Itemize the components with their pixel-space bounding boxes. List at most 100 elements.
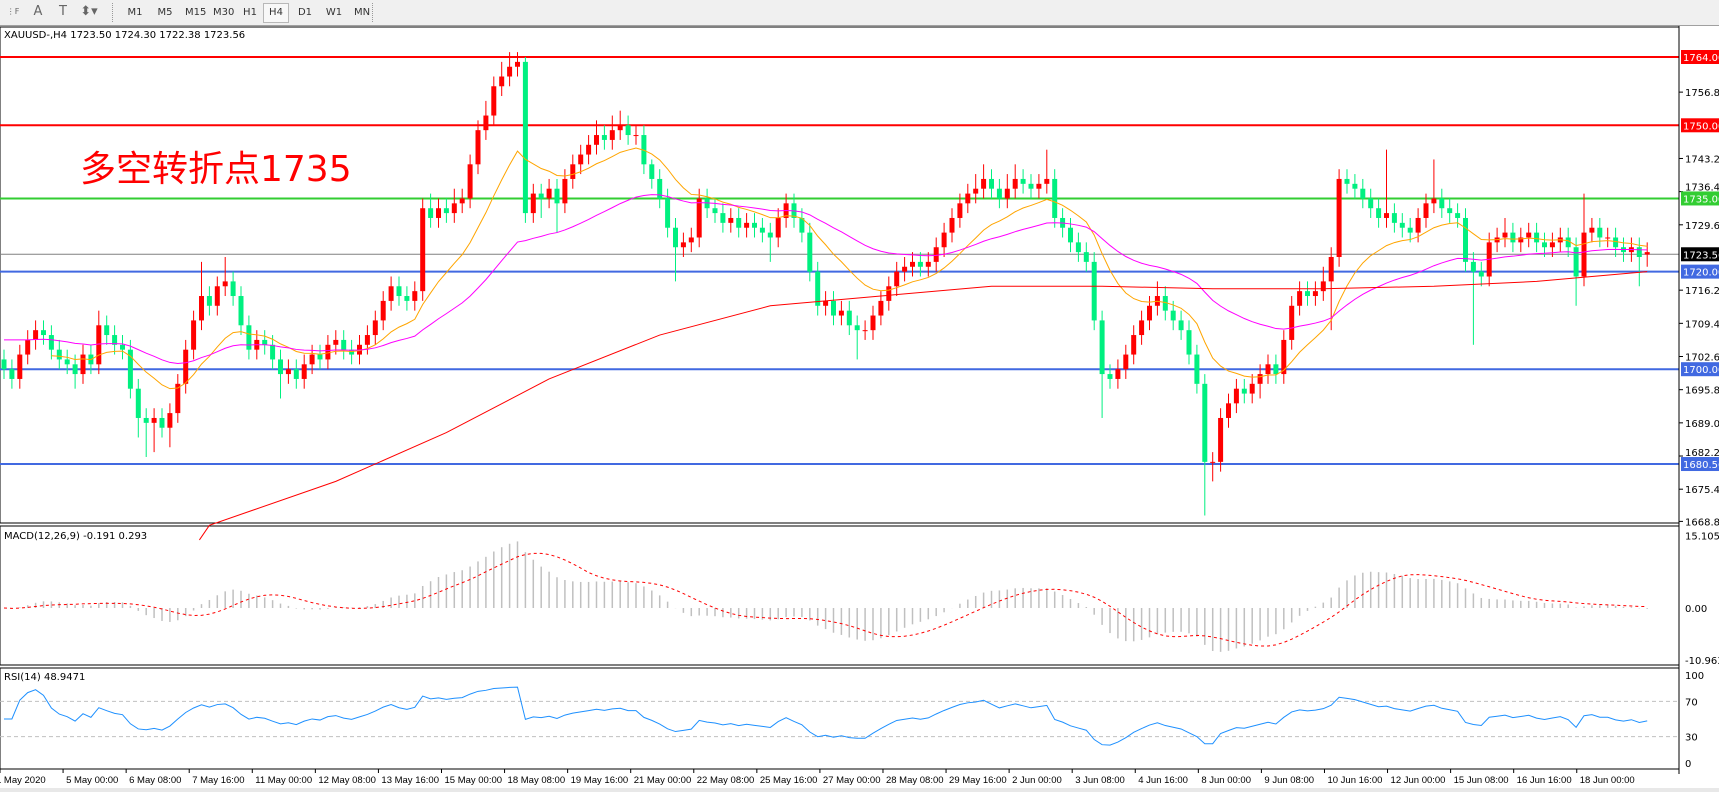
candle-body <box>973 188 979 194</box>
timeframe-d1[interactable]: D1 <box>297 7 313 18</box>
candle-body <box>886 286 892 301</box>
date-axis-label: 18 Jun 00:00 <box>1580 775 1635 786</box>
period-separator-icon[interactable]: ⋮F <box>6 7 20 16</box>
price-axis-label: 1743.20 <box>1685 154 1719 165</box>
candle-body <box>1470 261 1476 272</box>
timeframe-m5[interactable]: M5 <box>157 7 173 18</box>
candle-body <box>933 247 939 262</box>
level-label: 1764.00 <box>1683 53 1719 64</box>
candle-body <box>1052 178 1058 218</box>
candle-body <box>96 325 102 365</box>
candle-body <box>127 349 133 389</box>
candle-body <box>854 325 860 331</box>
level-label-bg <box>1681 50 1719 64</box>
toolbar-separator <box>112 3 115 22</box>
candle-body <box>175 383 181 414</box>
candle-body <box>1226 403 1231 418</box>
candle-body <box>815 271 821 306</box>
date-axis-label: 25 May 16:00 <box>760 775 818 786</box>
candle-body <box>467 164 473 199</box>
candle-body <box>1083 252 1089 262</box>
candle-body <box>364 335 370 345</box>
date-axis-label: 22 May 08:00 <box>697 775 755 786</box>
candle-body <box>1281 339 1287 375</box>
candle-body <box>135 388 141 418</box>
text-label-tool-icon[interactable]: T <box>59 4 67 19</box>
candle-body <box>56 349 62 360</box>
candle-body <box>1068 227 1073 243</box>
candle-body <box>981 178 987 189</box>
date-axis-label: 4 Jun 16:00 <box>1138 775 1188 786</box>
date-axis-label: 15 May 00:00 <box>444 775 502 786</box>
candle-body <box>1099 320 1105 375</box>
candle-body <box>507 66 513 77</box>
candle-body <box>1534 232 1540 243</box>
candle-body <box>285 369 291 375</box>
candle-body <box>554 188 560 204</box>
candle-body <box>412 291 418 301</box>
timeframe-m1[interactable]: M1 <box>127 7 143 18</box>
current-price-label: 1723.56 <box>1683 250 1719 261</box>
level-label: 1680.56 <box>1683 460 1719 471</box>
candle-body <box>159 417 165 428</box>
candle-body <box>949 217 955 233</box>
timeframe-h1[interactable]: H1 <box>243 7 257 18</box>
macd-axis-label: 0.00 <box>1685 604 1707 615</box>
candle-body <box>625 125 631 136</box>
status-strip <box>0 788 1719 792</box>
arrows-tool-icon[interactable]: ⬍▾ <box>80 4 98 19</box>
date-axis-label: 12 Jun 00:00 <box>1391 775 1446 786</box>
candle-body <box>870 315 876 331</box>
candle-body <box>1044 178 1050 184</box>
candle-body <box>1368 198 1374 209</box>
price-axis-label: 1736.40 <box>1685 182 1719 193</box>
candle-body <box>1115 369 1121 379</box>
level-label-bg <box>1681 457 1719 472</box>
candle-body <box>380 300 386 321</box>
candle-body <box>665 198 671 228</box>
timeframe-h4[interactable]: H4 <box>263 3 289 23</box>
candle-body <box>1352 183 1358 189</box>
candle-body <box>609 130 615 140</box>
candle-body <box>1565 237 1571 248</box>
timeframe-m15[interactable]: M15 <box>185 7 207 18</box>
candle-body <box>823 300 829 306</box>
level-label-bg <box>1681 362 1719 377</box>
macd-signal-line <box>3 552 1648 647</box>
timeframe-mn[interactable]: MN <box>353 7 371 18</box>
candle-body <box>459 198 465 204</box>
candle-body <box>1147 305 1152 321</box>
text-tool-icon[interactable]: A <box>33 4 43 19</box>
candle-body <box>143 417 149 423</box>
date-axis-label: 1 May 2020 <box>0 775 46 786</box>
candle-body <box>1194 354 1200 384</box>
candle-body <box>1289 305 1295 340</box>
candle-body <box>673 227 678 248</box>
candle-body <box>1502 232 1508 238</box>
candle-body <box>1636 247 1642 257</box>
macd-label: MACD(12,26,9) -0.191 0.293 <box>4 531 148 542</box>
candle-body <box>1004 188 1010 199</box>
timeframe-w1[interactable]: W1 <box>325 7 343 18</box>
candle-body <box>775 217 781 238</box>
annotation-text: 多空转折点1735 <box>80 149 352 190</box>
candle-body <box>759 227 765 233</box>
candle-body <box>831 300 836 316</box>
price-axis-label: 1729.60 <box>1685 221 1719 232</box>
timeframe-m30[interactable]: M30 <box>213 7 235 18</box>
level-label-bg <box>1681 191 1719 206</box>
candle-body <box>925 261 931 267</box>
candle-body <box>601 135 607 140</box>
candle-body <box>712 208 718 214</box>
candle-body <box>33 330 39 340</box>
candle-body <box>483 115 489 131</box>
candle-body <box>996 188 1002 199</box>
candle-body <box>1589 227 1595 233</box>
date-axis-label: 8 Jun 00:00 <box>1201 775 1251 786</box>
candle-body <box>428 208 434 218</box>
date-axis-label: 10 Jun 16:00 <box>1327 775 1382 786</box>
candle-body <box>744 222 750 228</box>
date-axis-label: 28 May 08:00 <box>886 775 944 786</box>
candle-body <box>522 61 528 214</box>
candle-body <box>1218 417 1224 462</box>
